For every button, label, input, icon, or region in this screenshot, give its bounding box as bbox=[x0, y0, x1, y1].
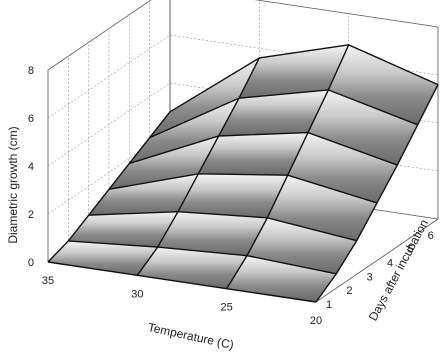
z-tick-label: 4 bbox=[28, 161, 34, 173]
surface-cell bbox=[149, 57, 260, 138]
surface-cell bbox=[48, 240, 158, 276]
surface-cell bbox=[308, 89, 418, 166]
y-tick-label: 5 bbox=[407, 244, 413, 256]
surface-cell bbox=[218, 89, 329, 136]
surface-cell bbox=[287, 132, 398, 203]
mesh-row-line bbox=[88, 210, 357, 242]
x-tick-label: 25 bbox=[221, 302, 233, 314]
z-tick-label: 2 bbox=[28, 209, 34, 221]
surface-cell bbox=[157, 211, 268, 256]
mesh-col-line bbox=[47, 111, 171, 263]
x-tick-label: 30 bbox=[131, 288, 143, 300]
mesh-row-line bbox=[108, 173, 378, 204]
y-tick-label: 2 bbox=[346, 285, 352, 297]
mesh-col-line bbox=[136, 57, 260, 276]
z-tick-label: 8 bbox=[28, 65, 34, 77]
mesh-row-line bbox=[169, 44, 439, 113]
surface-cell bbox=[239, 44, 349, 99]
surface-cell bbox=[178, 173, 288, 218]
surface-cell bbox=[226, 255, 337, 302]
x-tick-label: 20 bbox=[310, 315, 322, 327]
surface-cell bbox=[88, 173, 199, 216]
surface-cell bbox=[198, 132, 308, 176]
mesh-col-line bbox=[226, 44, 350, 290]
tick-labels: 02468353025201234567 bbox=[28, 65, 434, 327]
y-tick-label: 1 bbox=[326, 299, 332, 311]
surface-mesh bbox=[47, 44, 439, 303]
mesh-row-line bbox=[129, 131, 398, 166]
surface-cell bbox=[68, 211, 178, 248]
surface-cell bbox=[129, 98, 239, 164]
surface-cell bbox=[137, 247, 247, 289]
y-tick-label: 4 bbox=[387, 258, 393, 270]
z-axis-label: Diametric growth (cm) bbox=[6, 126, 20, 243]
x-axis-label: Temperature (C) bbox=[147, 320, 235, 352]
mesh-col-line bbox=[315, 84, 439, 303]
z-tick-label: 6 bbox=[28, 113, 34, 125]
surface-cell bbox=[109, 136, 219, 190]
z-grid-line bbox=[47, 0, 439, 71]
mesh-row-line bbox=[68, 240, 337, 275]
y-tick-label: 3 bbox=[367, 271, 373, 283]
mesh-row-line bbox=[47, 261, 317, 303]
surface-cell bbox=[328, 44, 438, 125]
mesh-row-line bbox=[149, 89, 418, 139]
z-tick-label: 0 bbox=[28, 257, 34, 269]
surface-cell bbox=[247, 217, 357, 274]
x-tick-label: 35 bbox=[42, 275, 54, 287]
y-axis-label: Days after incubation bbox=[366, 217, 431, 323]
y-tick-label: 6 bbox=[428, 230, 434, 242]
